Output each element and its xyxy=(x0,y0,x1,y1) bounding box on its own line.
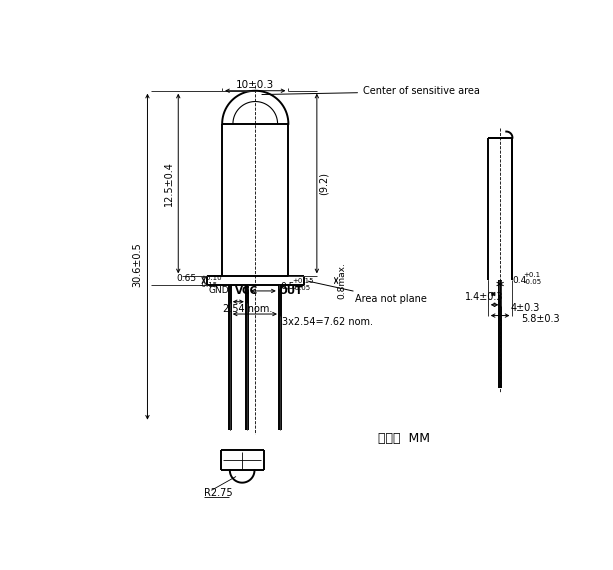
Text: 0.5: 0.5 xyxy=(280,282,295,291)
Text: +0.10
-0.15: +0.10 -0.15 xyxy=(200,275,221,288)
Text: 0.65: 0.65 xyxy=(177,275,197,283)
Text: 1.4±0.3: 1.4±0.3 xyxy=(465,292,503,302)
Text: 10±0.3: 10±0.3 xyxy=(236,80,275,89)
Text: R2.75: R2.75 xyxy=(204,488,232,498)
Text: 5.8±0.3: 5.8±0.3 xyxy=(522,314,560,324)
Text: 0.8max.: 0.8max. xyxy=(338,262,347,299)
Text: +0.15
-0.05: +0.15 -0.05 xyxy=(292,278,314,291)
Text: Area not plane: Area not plane xyxy=(308,281,427,304)
Text: 2.54 nom.: 2.54 nom. xyxy=(223,304,272,315)
Text: GND: GND xyxy=(208,287,229,295)
Text: 3x2.54=7.62 nom.: 3x2.54=7.62 nom. xyxy=(282,317,373,327)
Text: 单位：  MM: 单位： MM xyxy=(378,431,430,445)
Text: 12.5±0.4: 12.5±0.4 xyxy=(164,161,174,206)
Text: 4±0.3: 4±0.3 xyxy=(511,303,540,313)
Text: +0.1
-0.05: +0.1 -0.05 xyxy=(524,272,542,285)
Text: OUT: OUT xyxy=(278,286,303,296)
Text: 0.4: 0.4 xyxy=(512,276,527,284)
Text: VCC: VCC xyxy=(235,286,259,296)
Text: (9.2): (9.2) xyxy=(319,172,329,195)
Text: 30.6±0.5: 30.6±0.5 xyxy=(132,242,142,287)
Text: Center of sensitive area: Center of sensitive area xyxy=(262,87,480,96)
